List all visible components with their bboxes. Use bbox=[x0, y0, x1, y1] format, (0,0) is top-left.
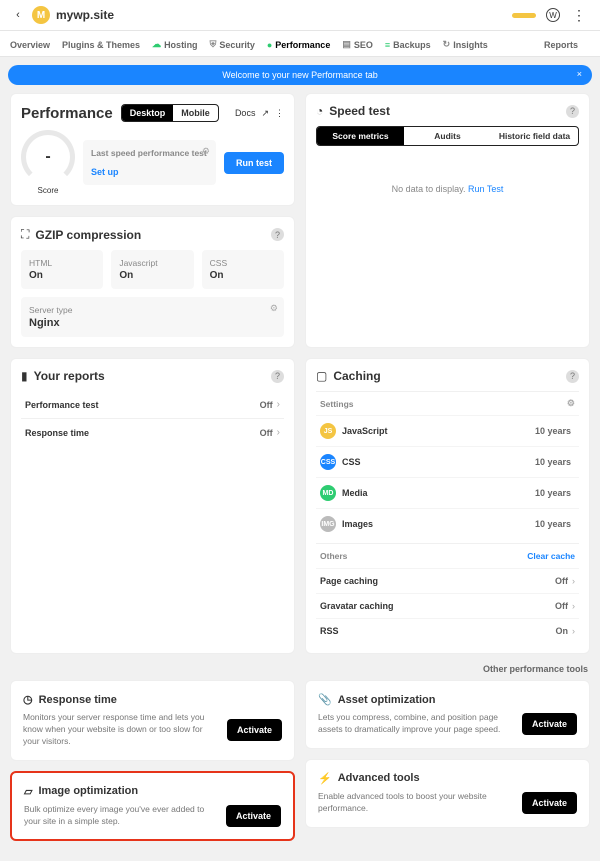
other-tools-label: Other performance tools bbox=[0, 664, 600, 680]
last-test-box: Last speed performance test Set up ⚙ bbox=[83, 140, 216, 185]
seg-score[interactable]: Score metrics bbox=[317, 127, 404, 145]
help-icon[interactable]: ? bbox=[566, 105, 579, 118]
tab-seo[interactable]: ▤SEO bbox=[342, 39, 373, 50]
asset-opt-card: 📎 Asset optimization Lets you compress, c… bbox=[305, 680, 590, 749]
others-header: Others Clear cache bbox=[316, 543, 579, 568]
cache-other-row[interactable]: RSSOn› bbox=[316, 618, 579, 643]
tool-desc: Lets you compress, combine, and position… bbox=[318, 712, 512, 736]
gzip-javascript: JavascriptOn bbox=[111, 250, 193, 289]
speed-test-card: ◔ Speed test ? Score metrics Audits Hist… bbox=[305, 93, 590, 348]
gear-icon[interactable]: ⚙ bbox=[567, 398, 575, 409]
gzip-card: ⛶ GZIP compression ? HTMLOnJavascriptOnC… bbox=[10, 216, 295, 348]
help-icon[interactable]: ? bbox=[566, 370, 579, 383]
activate-button[interactable]: Activate bbox=[227, 719, 282, 741]
speed-segment: Score metrics Audits Historic field data bbox=[316, 126, 579, 146]
advanced-tools-card: ⚡ Advanced tools Enable advanced tools to… bbox=[305, 759, 590, 828]
gear-icon[interactable]: ⚙ bbox=[270, 303, 278, 314]
tab-insights[interactable]: ↻Insights bbox=[443, 39, 488, 50]
site-title: mywp.site bbox=[56, 8, 114, 22]
gzip-css: CSSOn bbox=[202, 250, 284, 289]
report-row[interactable]: Performance testOff› bbox=[21, 391, 284, 418]
attach-icon: 📎 bbox=[318, 693, 332, 706]
tool-title: Image optimization bbox=[38, 785, 138, 797]
last-test-title: Last speed performance test bbox=[91, 148, 208, 159]
docs-link[interactable]: Docs bbox=[235, 108, 256, 118]
welcome-banner: Welcome to your new Performance tab × bbox=[8, 65, 592, 85]
nodata-message: No data to display. Run Test bbox=[316, 154, 579, 224]
nav-tabs: Overview Plugins & Themes ☁Hosting ⛨Securit… bbox=[0, 31, 600, 57]
more-menu[interactable]: ⋮ bbox=[568, 7, 590, 24]
clock-icon: ◷ bbox=[23, 693, 33, 706]
seg-mobile[interactable]: Mobile bbox=[173, 105, 218, 121]
activate-button[interactable]: Activate bbox=[522, 713, 577, 735]
help-icon[interactable]: ? bbox=[271, 228, 284, 241]
caching-icon: ▢ bbox=[316, 369, 327, 383]
compress-icon: ⛶ bbox=[21, 227, 29, 242]
tab-performance[interactable]: ●Performance bbox=[267, 40, 330, 50]
activate-button[interactable]: Activate bbox=[226, 805, 281, 827]
tool-title: Asset optimization bbox=[338, 694, 436, 706]
run-test-button[interactable]: Run test bbox=[224, 152, 284, 174]
device-segment: Desktop Mobile bbox=[121, 104, 219, 122]
image-icon: ▱ bbox=[24, 785, 32, 798]
caching-title: Caching bbox=[333, 369, 380, 383]
perf-menu[interactable]: ⋮ bbox=[275, 108, 284, 119]
cache-row[interactable]: IMGImages10 years bbox=[316, 508, 579, 539]
caching-card: ▢ Caching ? Settings ⚙ JSJavaScript10 ye… bbox=[305, 358, 590, 654]
run-test-link[interactable]: Run Test bbox=[468, 184, 503, 194]
tab-security[interactable]: ⛨Security bbox=[210, 39, 255, 50]
tab-overview[interactable]: Overview bbox=[10, 40, 50, 50]
wordpress-icon[interactable]: W bbox=[546, 8, 560, 22]
seg-historic[interactable]: Historic field data bbox=[491, 127, 578, 145]
help-icon[interactable]: ? bbox=[271, 370, 284, 383]
speed-title: Speed test bbox=[329, 104, 390, 118]
tool-desc: Bulk optimize every image you've ever ad… bbox=[24, 804, 216, 828]
tool-title: Advanced tools bbox=[338, 772, 420, 784]
tab-backups[interactable]: ≡Backups bbox=[385, 40, 431, 50]
cache-row[interactable]: MDMedia10 years bbox=[316, 477, 579, 508]
gauge-icon: ◔ bbox=[316, 104, 323, 118]
performance-card: Performance Desktop Mobile Docs ↗ ⋮ - Sc… bbox=[10, 93, 295, 206]
report-row[interactable]: Response timeOff› bbox=[21, 418, 284, 446]
activate-button[interactable]: Activate bbox=[522, 792, 577, 814]
seg-desktop[interactable]: Desktop bbox=[122, 105, 174, 121]
score-label: Score bbox=[21, 186, 75, 195]
tool-desc: Enable advanced tools to boost your webs… bbox=[318, 791, 512, 815]
banner-close[interactable]: × bbox=[577, 69, 582, 79]
reports-icon: ▮ bbox=[21, 369, 28, 383]
score-gauge: - bbox=[21, 130, 75, 184]
cache-row[interactable]: CSSCSS10 years bbox=[316, 446, 579, 477]
image-opt-card: ▱ Image optimization Bulk optimize every … bbox=[10, 771, 295, 842]
performance-title: Performance bbox=[21, 105, 113, 122]
server-label: Server type bbox=[29, 305, 276, 315]
cache-other-row[interactable]: Page cachingOff› bbox=[316, 568, 579, 593]
setup-link[interactable]: Set up bbox=[91, 167, 208, 177]
back-button[interactable]: ‹ bbox=[10, 9, 26, 21]
tab-plugins-themes[interactable]: Plugins & Themes bbox=[62, 40, 140, 50]
reports-title: Your reports bbox=[34, 369, 105, 383]
status-pill bbox=[512, 13, 536, 18]
gzip-html: HTMLOn bbox=[21, 250, 103, 289]
settings-header: Settings ⚙ bbox=[316, 391, 579, 415]
server-value: Nginx bbox=[29, 317, 276, 329]
tab-hosting[interactable]: ☁Hosting bbox=[152, 39, 198, 50]
cache-row[interactable]: JSJavaScript10 years bbox=[316, 415, 579, 446]
clear-cache-link[interactable]: Clear cache bbox=[527, 551, 575, 561]
response-time-card: ◷ Response time Monitors your server resp… bbox=[10, 680, 295, 761]
banner-text: Welcome to your new Performance tab bbox=[222, 70, 377, 80]
tab-reports[interactable]: Reports bbox=[544, 40, 578, 50]
cache-other-row[interactable]: Gravatar cachingOff› bbox=[316, 593, 579, 618]
gzip-title: GZIP compression bbox=[35, 228, 141, 242]
tool-title: Response time bbox=[39, 694, 117, 706]
external-icon: ↗ bbox=[261, 108, 269, 119]
topbar: ‹ M mywp.site W ⋮ bbox=[0, 0, 600, 31]
tool-desc: Monitors your server response time and l… bbox=[23, 712, 217, 748]
seg-audits[interactable]: Audits bbox=[404, 127, 491, 145]
server-box: Server type Nginx ⚙ bbox=[21, 297, 284, 337]
site-avatar: M bbox=[32, 6, 50, 24]
wand-icon: ⚡ bbox=[318, 772, 332, 785]
gear-icon[interactable]: ⚙ bbox=[202, 146, 210, 157]
reports-card: ▮ Your reports ? Performance testOff›Res… bbox=[10, 358, 295, 654]
